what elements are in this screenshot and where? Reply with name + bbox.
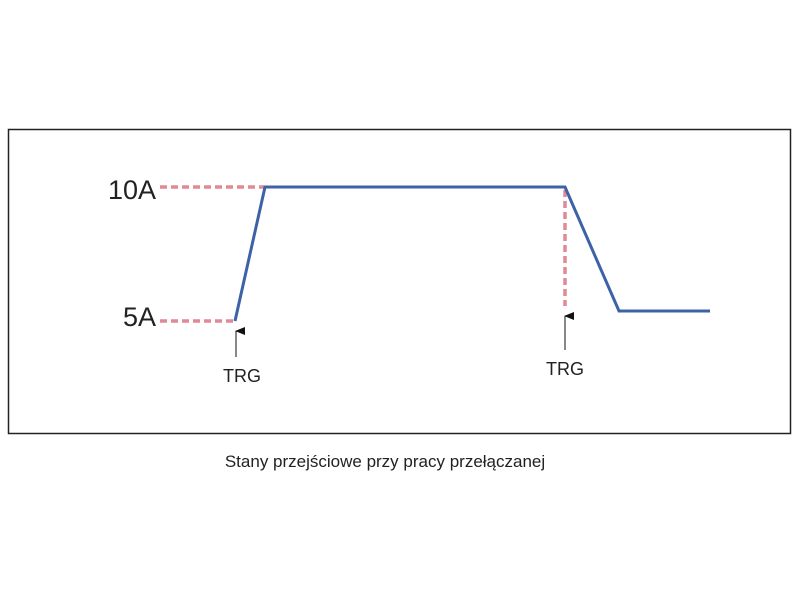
low-level-label: 5A xyxy=(123,302,156,332)
trigger-label: TRG xyxy=(546,359,584,379)
caption: Stany przejściowe przy pracy przełączane… xyxy=(225,452,545,471)
trigger-label: TRG xyxy=(223,366,261,386)
frame xyxy=(7,128,792,435)
current-waveform xyxy=(233,185,710,322)
high-level-label: 10A xyxy=(108,175,156,205)
